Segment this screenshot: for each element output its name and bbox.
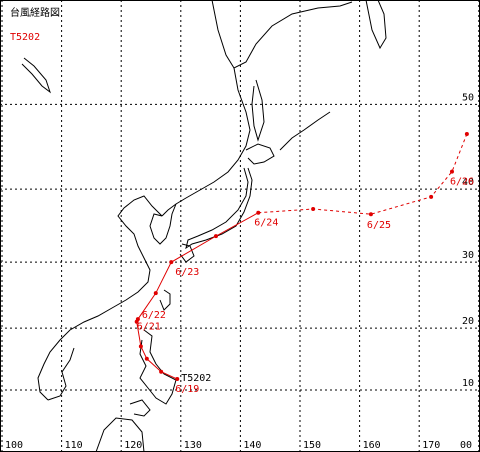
map-title: 台風経路図 — [10, 6, 60, 19]
longitude-label: 00 — [460, 440, 472, 451]
longitude-label: 170 — [422, 440, 440, 451]
longitude-label: 100 — [5, 440, 23, 451]
longitude-label: 160 — [363, 440, 381, 451]
track-point — [138, 344, 143, 349]
date-label: 6/24 — [254, 218, 278, 229]
track-point — [153, 291, 158, 296]
track-point — [144, 356, 149, 361]
longitude-label: 150 — [303, 440, 321, 451]
track-forecast-line — [258, 133, 468, 215]
track-point — [213, 234, 218, 239]
coastline — [95, 417, 145, 452]
track-point — [311, 206, 316, 211]
coastline — [129, 399, 151, 417]
track-point — [429, 194, 434, 199]
coastline — [279, 111, 331, 151]
coastline — [245, 143, 275, 165]
coastline — [211, 0, 353, 69]
coastline — [159, 289, 171, 311]
date-label: 6/19 — [175, 384, 199, 395]
coastline — [139, 329, 177, 405]
date-label: 6/25 — [367, 220, 391, 231]
longitude-label: 110 — [65, 440, 83, 451]
longitude-label: 120 — [124, 440, 142, 451]
storm-id: T5202 — [10, 32, 40, 43]
coastline — [365, 0, 387, 50]
date-label: 6/22 — [142, 310, 166, 321]
longitude-label: 130 — [184, 440, 202, 451]
longitude-label: 140 — [243, 440, 261, 451]
latitude-label: 20 — [462, 316, 474, 327]
date-label: 6/21 — [137, 322, 161, 333]
latitude-label: 40 — [462, 177, 474, 188]
track-point — [449, 169, 454, 174]
latitude-label: 50 — [462, 92, 474, 103]
latitude-label: 30 — [462, 250, 474, 261]
coastline — [47, 347, 75, 401]
track-point — [464, 132, 469, 137]
track-point — [135, 317, 140, 322]
track-point — [256, 210, 261, 215]
coastline — [21, 57, 51, 94]
storm-name-label: T5202 — [181, 373, 211, 384]
track-point — [368, 212, 373, 217]
date-label: 6/23 — [175, 267, 199, 278]
coastline — [149, 203, 177, 245]
date-label: 6/26 — [450, 177, 474, 188]
track-point — [169, 260, 174, 265]
latitude-label: 10 — [462, 378, 474, 389]
track-point — [175, 377, 180, 382]
coastline — [179, 243, 195, 263]
track-point — [159, 369, 164, 374]
coastline — [37, 195, 163, 401]
